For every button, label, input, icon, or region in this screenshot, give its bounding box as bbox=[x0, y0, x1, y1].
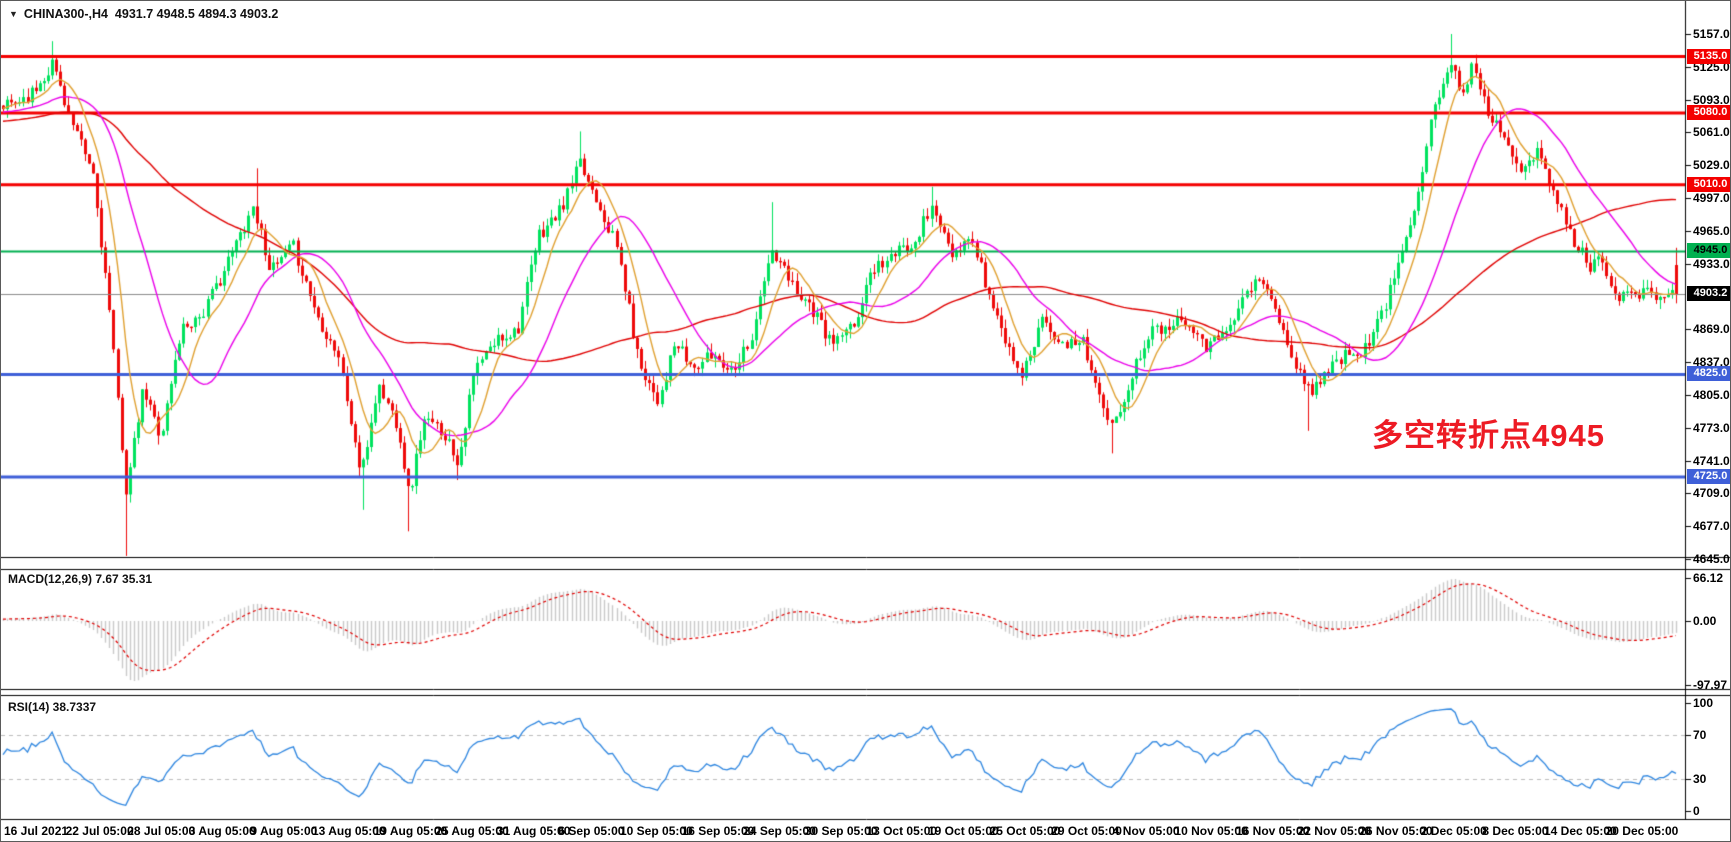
time-axis-label: 3 Aug 05:00 bbox=[188, 824, 256, 838]
time-axis-label: 8 Dec 05:00 bbox=[1482, 824, 1549, 838]
rsi-indicator-label: RSI(14) 38.7337 bbox=[8, 700, 97, 714]
rsi-axis-tick-label: 0 bbox=[1693, 804, 1700, 818]
price-axis-tick-label: 4837.0 bbox=[1693, 355, 1730, 369]
price-axis-tick-label: 4645.0 bbox=[1693, 552, 1730, 566]
time-axis-label: 19 Aug 05:00 bbox=[373, 824, 448, 838]
time-axis-label: 10 Nov 05:00 bbox=[1174, 824, 1248, 838]
price-level-badge: 4945.0 bbox=[1687, 243, 1730, 258]
time-axis-label: 30 Sep 05:00 bbox=[804, 824, 878, 838]
time-axis-label: 10 Sep 05:00 bbox=[620, 824, 693, 838]
price-axis-tick-label: 4741.0 bbox=[1693, 454, 1730, 468]
symbol-collapse-icon[interactable]: ▼ bbox=[9, 9, 18, 19]
price-axis-tick-label: 4773.0 bbox=[1693, 421, 1730, 435]
price-axis-tick-label: 5093.0 bbox=[1693, 93, 1730, 107]
time-axis-label: 14 Dec 05:00 bbox=[1544, 824, 1617, 838]
macd-axis-tick-label: -97.97 bbox=[1693, 678, 1728, 692]
macd-indicator-label: MACD(12,26,9) 7.67 35.31 bbox=[8, 572, 153, 586]
time-axis-label: 20 Dec 05:00 bbox=[1605, 824, 1679, 838]
price-axis-tick-label: 4805.0 bbox=[1693, 388, 1730, 402]
price-axis-tick-label: 5061.0 bbox=[1693, 125, 1730, 139]
time-axis-label: 19 Oct 05:00 bbox=[928, 824, 999, 838]
macd-axis-tick-label: 66.12 bbox=[1693, 571, 1724, 585]
time-axis-label: 13 Aug 05:00 bbox=[312, 824, 386, 838]
price-level-badge: 5135.0 bbox=[1687, 49, 1730, 64]
price-level-badge: 5010.0 bbox=[1687, 177, 1730, 192]
rsi-axis-tick-label: 70 bbox=[1693, 728, 1707, 742]
macd-axis-tick-label: 0.00 bbox=[1693, 614, 1717, 628]
price-axis-tick-label: 4965.0 bbox=[1693, 224, 1730, 238]
time-axis-label: 31 Aug 05:00 bbox=[496, 824, 571, 838]
time-axis-label: 16 Nov 05:00 bbox=[1236, 824, 1310, 838]
time-axis-label: 22 Nov 05:00 bbox=[1297, 824, 1371, 838]
time-axis-label: 25 Oct 05:00 bbox=[989, 824, 1061, 838]
price-axis-tick-label: 4677.0 bbox=[1693, 519, 1730, 533]
time-axis-label: 13 Oct 05:00 bbox=[866, 824, 938, 838]
time-axis-label: 28 Jul 05:00 bbox=[127, 824, 196, 838]
symbol-title: ▼ CHINA300-,H4 4931.7 4948.5 4894.3 4903… bbox=[9, 7, 278, 21]
time-axis-label: 26 Nov 05:00 bbox=[1359, 824, 1433, 838]
time-axis-label: 2 Dec 05:00 bbox=[1420, 824, 1487, 838]
time-axis-label: 24 Sep 05:00 bbox=[743, 824, 816, 838]
price-level-badge: 5080.0 bbox=[1687, 105, 1730, 120]
time-axis-label: 16 Jul 2021 bbox=[4, 824, 69, 838]
price-axis-tick-label: 5029.0 bbox=[1693, 158, 1730, 172]
time-axis-label: 25 Aug 05:00 bbox=[435, 824, 509, 838]
rsi-axis-tick-label: 30 bbox=[1693, 772, 1707, 786]
price-axis-tick-label: 4997.0 bbox=[1693, 191, 1730, 205]
current-price-badge: 4903.2 bbox=[1687, 286, 1730, 301]
price-axis-tick-label: 4869.0 bbox=[1693, 322, 1730, 336]
time-axis-label: 6 Sep 05:00 bbox=[558, 824, 625, 838]
annotation-text: 多空转折点4945 bbox=[1372, 418, 1605, 453]
price-level-badge: 4825.0 bbox=[1687, 366, 1730, 381]
time-axis-label: 29 Oct 05:00 bbox=[1051, 824, 1122, 838]
price-axis-tick-label: 5157.0 bbox=[1693, 27, 1730, 41]
price-axis-tick-label: 4933.0 bbox=[1693, 257, 1730, 271]
time-axis-label: 16 Sep 05:00 bbox=[681, 824, 755, 838]
rsi-axis-tick-label: 100 bbox=[1693, 696, 1714, 710]
time-axis-label: 9 Aug 05:00 bbox=[250, 824, 318, 838]
time-axis-label: 4 Nov 05:00 bbox=[1112, 824, 1180, 838]
symbol-ohlc-text: CHINA300-,H4 4931.7 4948.5 4894.3 4903.2 bbox=[23, 7, 279, 21]
price-level-badge: 4725.0 bbox=[1687, 469, 1730, 484]
time-axis-label: 22 Jul 05:00 bbox=[65, 824, 134, 838]
price-axis-tick-label: 4709.0 bbox=[1693, 486, 1730, 500]
